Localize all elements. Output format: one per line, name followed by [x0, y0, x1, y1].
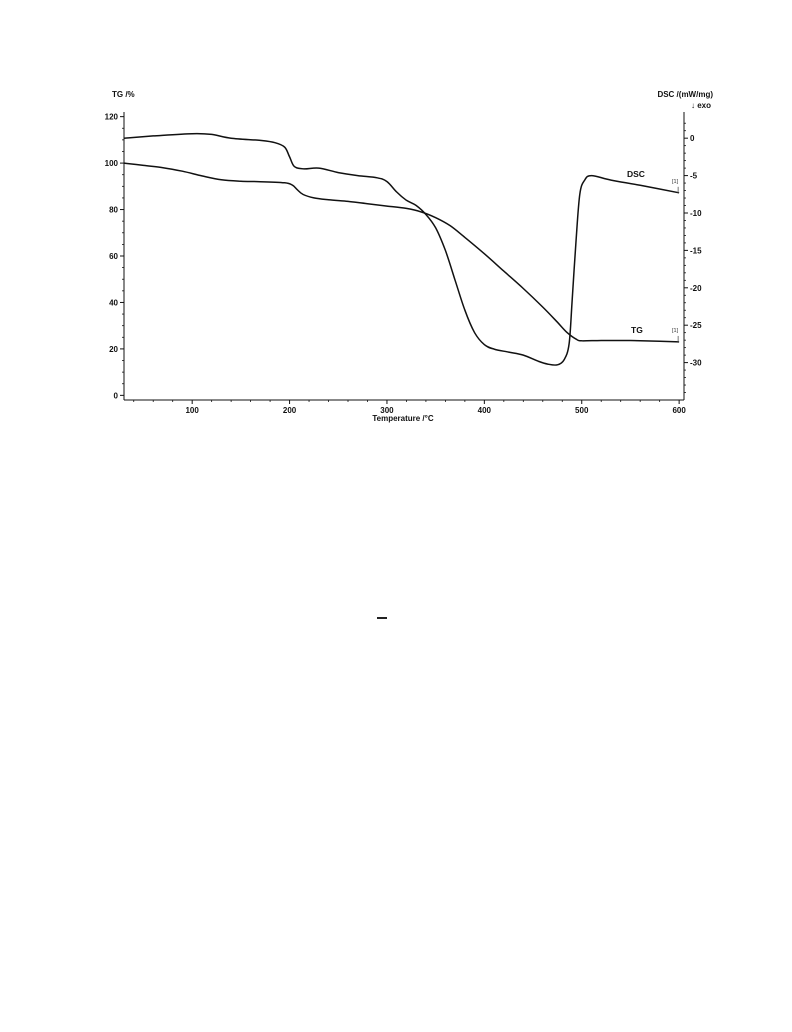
right-y-tick-label: -15	[690, 246, 702, 255]
right-y-tick-label: -20	[690, 284, 702, 293]
tg-series-line	[123, 162, 680, 343]
tg-end-marker: [1]	[672, 328, 679, 334]
left-y-tick-label: 100	[105, 159, 119, 168]
dsc-series-label: DSC	[627, 169, 645, 179]
left-y-axis-ticks: 0 20 40 60 80 100 120	[105, 113, 124, 400]
tg-dsc-chart: 100 200 300 400 500 600 0 20 40 60 80 100 120 0 -5 -1…	[105, 90, 714, 423]
x-tick-label: 600	[672, 406, 686, 415]
left-y-tick-label: 120	[105, 113, 119, 122]
left-y-tick-label: 0	[114, 391, 119, 400]
x-axis-title: Temperature /°C	[372, 414, 434, 423]
left-y-axis-title: TG /%	[112, 90, 135, 99]
right-y-axis-title: DSC /(mW/mg)	[657, 90, 713, 99]
right-y-tick-label: -10	[690, 209, 702, 218]
dsc-series-line	[123, 132, 680, 366]
right-y-tick-label: -5	[690, 172, 698, 181]
x-axis-ticks: 100 200 300 400 500 600	[133, 400, 686, 415]
right-y-axis-ticks: 0 -5 -10 -15 -20 -25 -30	[684, 122, 702, 393]
plot-frame	[123, 112, 685, 401]
x-tick-label: 300	[380, 406, 394, 415]
tg-series-label: TG	[631, 325, 643, 335]
x-tick-label: 100	[185, 406, 199, 415]
series-layer	[123, 132, 680, 366]
right-y-axis-sublabel: ↓ exo	[691, 101, 711, 110]
right-y-tick-label: -25	[690, 321, 702, 330]
stray-mark	[377, 617, 387, 619]
dsc-end-marker: [1]	[672, 179, 679, 185]
x-tick-label: 200	[283, 406, 297, 415]
left-y-tick-label: 20	[109, 345, 118, 354]
right-y-tick-label: 0	[690, 134, 695, 143]
x-tick-label: 500	[575, 406, 589, 415]
left-y-tick-label: 60	[109, 252, 118, 261]
left-y-tick-label: 80	[109, 206, 118, 215]
x-tick-label: 400	[478, 406, 492, 415]
left-y-tick-label: 40	[109, 298, 118, 307]
right-y-tick-label: -30	[690, 359, 702, 368]
